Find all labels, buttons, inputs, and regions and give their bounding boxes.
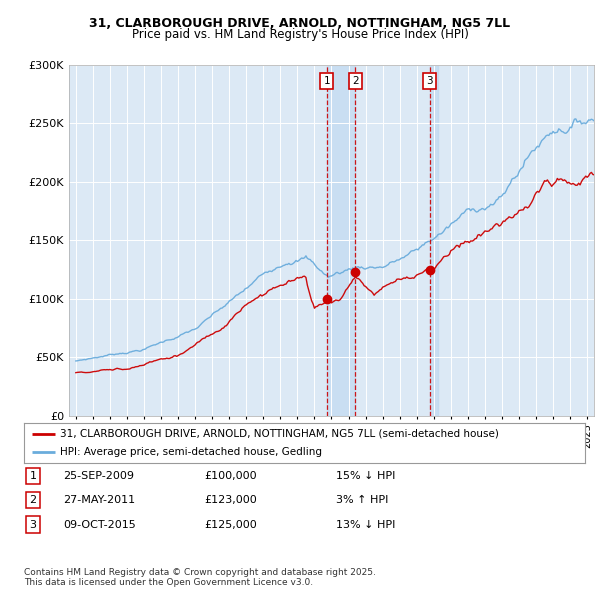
Text: 1: 1 [29, 471, 37, 481]
Text: 25-SEP-2009: 25-SEP-2009 [63, 471, 134, 481]
Text: Price paid vs. HM Land Registry's House Price Index (HPI): Price paid vs. HM Land Registry's House … [131, 28, 469, 41]
Text: 2: 2 [29, 496, 37, 505]
Text: 09-OCT-2015: 09-OCT-2015 [63, 520, 136, 529]
Text: 3% ↑ HPI: 3% ↑ HPI [336, 496, 388, 505]
Bar [327, 65, 355, 416]
Text: 27-MAY-2011: 27-MAY-2011 [63, 496, 135, 505]
Text: £100,000: £100,000 [204, 471, 257, 481]
Text: 2: 2 [352, 76, 359, 86]
Bar [430, 65, 439, 416]
Text: 13% ↓ HPI: 13% ↓ HPI [336, 520, 395, 529]
Text: 31, CLARBOROUGH DRIVE, ARNOLD, NOTTINGHAM, NG5 7LL: 31, CLARBOROUGH DRIVE, ARNOLD, NOTTINGHA… [89, 17, 511, 30]
Text: £125,000: £125,000 [204, 520, 257, 529]
Text: 3: 3 [29, 520, 37, 529]
Text: 1: 1 [323, 76, 330, 86]
Text: 15% ↓ HPI: 15% ↓ HPI [336, 471, 395, 481]
Text: 3: 3 [427, 76, 433, 86]
Text: Contains HM Land Registry data © Crown copyright and database right 2025.
This d: Contains HM Land Registry data © Crown c… [24, 568, 376, 587]
Text: HPI: Average price, semi-detached house, Gedling: HPI: Average price, semi-detached house,… [61, 447, 322, 457]
Text: £123,000: £123,000 [204, 496, 257, 505]
Text: 31, CLARBOROUGH DRIVE, ARNOLD, NOTTINGHAM, NG5 7LL (semi-detached house): 31, CLARBOROUGH DRIVE, ARNOLD, NOTTINGHA… [61, 429, 499, 439]
